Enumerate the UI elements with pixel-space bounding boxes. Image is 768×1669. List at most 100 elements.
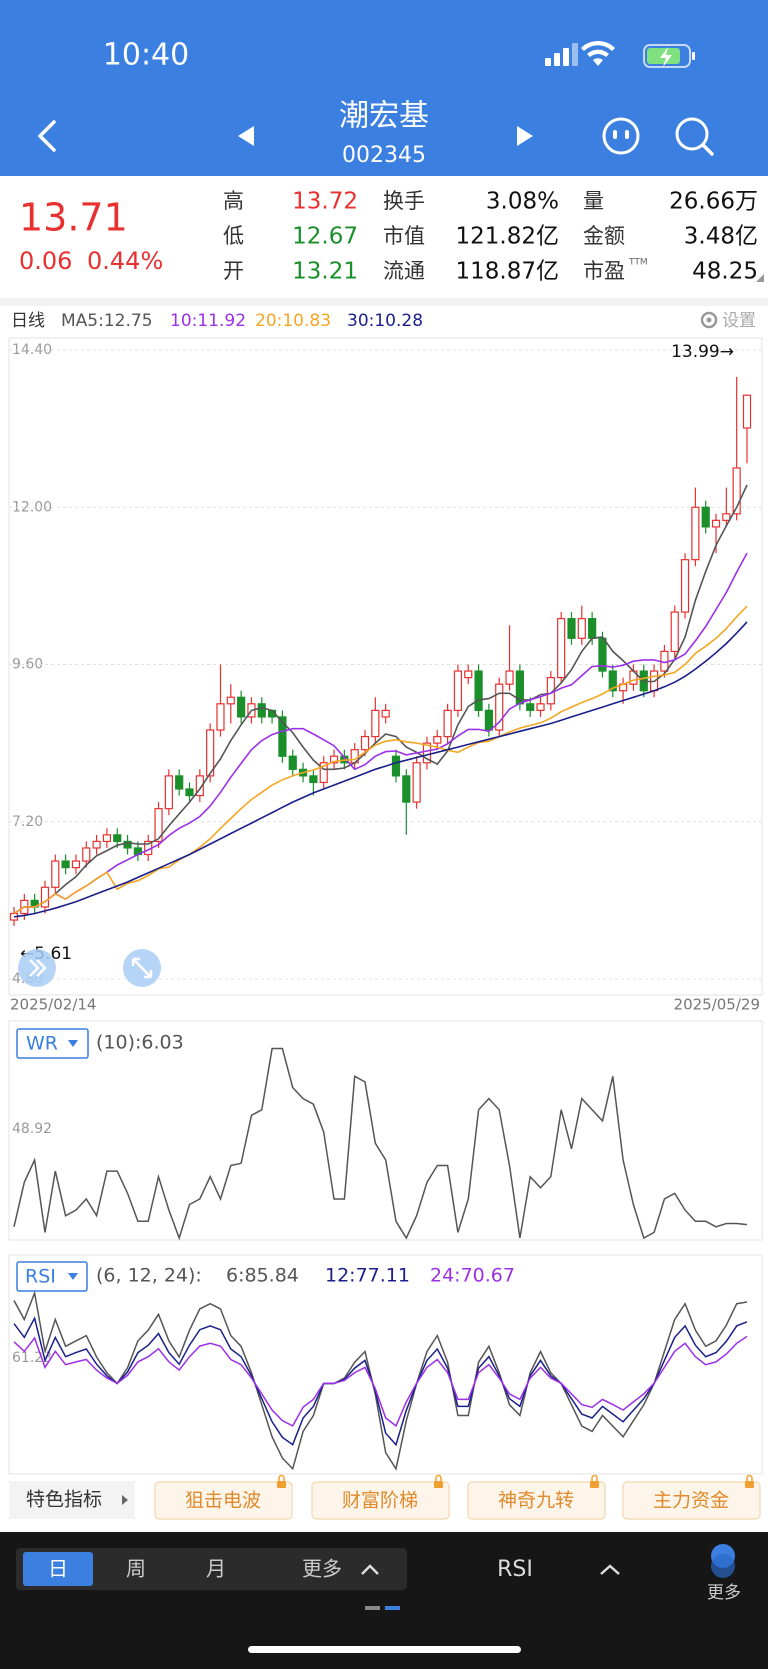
chat-button[interactable] (602, 117, 640, 155)
wr-selector[interactable]: WR (16, 1028, 89, 1059)
ma-line (13, 552, 748, 915)
candle-body (474, 670, 483, 711)
candle-body (588, 618, 597, 639)
ma-legend: 10:11.92 (170, 311, 246, 331)
indicator-button-label[interactable]: 狙击电波 (185, 1490, 261, 1512)
indicator-legend: 12:77.11 (325, 1265, 410, 1287)
candle-body (577, 618, 586, 639)
candle-body (691, 506, 700, 561)
candle-body (185, 788, 194, 797)
separator (0, 298, 768, 306)
more-label[interactable]: 更多 (707, 1583, 741, 1603)
candle-body (226, 696, 235, 705)
indicator-button-label[interactable]: 神奇九转 (498, 1490, 574, 1512)
header-bg (0, 0, 768, 176)
indicator-button[interactable] (311, 1481, 450, 1520)
home-indicator (248, 1646, 521, 1653)
candle-body (412, 762, 421, 803)
wr-pane (8, 1020, 763, 1241)
field-label: 量 (583, 189, 604, 213)
candle-body (257, 703, 266, 718)
price-change: 0.06 (19, 247, 72, 275)
next-stock[interactable] (517, 126, 533, 146)
period-expand[interactable] (361, 1564, 379, 1575)
indicator-legend: 6:85.84 (226, 1265, 299, 1287)
indicator-button[interactable] (467, 1481, 606, 1520)
ma-line (13, 605, 748, 915)
field-value: 13.21 (292, 259, 358, 285)
expand-button[interactable] (123, 949, 161, 987)
indicator-button-label[interactable]: 财富阶梯 (342, 1490, 418, 1512)
page-dot-active (385, 1606, 400, 1610)
period-tab[interactable]: 更多 (302, 1557, 342, 1581)
feature-indicator-tab[interactable]: 特色指标 (9, 1481, 135, 1519)
field-label: 开 (223, 259, 244, 283)
period-label: 日线 (11, 311, 45, 331)
ma-legend: MA5:12.75 (61, 311, 153, 331)
field-label: 流通 (383, 259, 425, 283)
wr-title[interactable]: WR (26, 1033, 58, 1055)
max-label: 13.99→ (671, 342, 734, 362)
candle-body (278, 716, 287, 757)
lock-icon (434, 1481, 443, 1488)
candle-body (216, 703, 225, 731)
indicator-button[interactable] (154, 1481, 293, 1520)
period-tab[interactable]: 周 (126, 1557, 146, 1581)
indicator-line (13, 1047, 748, 1241)
indicator-button[interactable] (622, 1481, 761, 1520)
candle-body (237, 696, 246, 718)
indicator-button-label[interactable]: 主力资金 (653, 1490, 729, 1512)
rsi-title[interactable]: RSI (25, 1266, 56, 1288)
lock-icon (590, 1481, 599, 1488)
candle-body (61, 860, 70, 869)
candle-body (722, 513, 731, 521)
rsi-legend: (6, 12, 24): (96, 1265, 202, 1287)
candle-body (175, 775, 184, 790)
corner-mark (756, 274, 764, 282)
candle-body (102, 834, 112, 843)
candle-body (495, 683, 504, 731)
scroll-button[interactable] (18, 949, 56, 987)
candle-body (51, 860, 60, 888)
indicator-buttons: 狙击电波 财富阶梯 神奇九转 主力资金 (154, 1474, 761, 1520)
period-tab[interactable]: 日 (48, 1557, 68, 1581)
candle-body (422, 742, 432, 764)
candle-body (402, 775, 411, 803)
rsi-selector[interactable]: RSI (16, 1261, 88, 1292)
settings-label[interactable]: 设置 (722, 311, 756, 331)
candle-body (443, 709, 452, 738)
settings-button[interactable]: 设置 (700, 311, 756, 331)
candle-body (71, 860, 81, 869)
feature-indicator-label[interactable]: 特色指标 (26, 1489, 102, 1511)
ma-legend: 20:10.83 (255, 311, 331, 331)
y-tick-label: 12.00 (12, 499, 52, 515)
indicator-switch[interactable]: RSI (497, 1557, 533, 1582)
lock-shackle (591, 1474, 598, 1481)
y-tick-label: 48.92 (12, 1121, 52, 1137)
search-button[interactable] (675, 117, 714, 156)
end-date: 2025/05/29 (674, 996, 760, 1014)
lock-icon (745, 1481, 754, 1488)
candle-body (113, 834, 122, 843)
candle-body (608, 670, 617, 692)
y-tick-label: 14.40 (12, 342, 52, 358)
indicator-expand[interactable] (600, 1564, 620, 1575)
lock-icon (277, 1481, 286, 1488)
clock: 10:40 (103, 38, 189, 73)
lock-shackle (278, 1474, 285, 1481)
candle-body (670, 611, 679, 652)
candle-body (195, 775, 204, 797)
more-button[interactable]: 更多 (707, 1544, 741, 1603)
back-button[interactable] (38, 120, 56, 152)
candle-body (680, 559, 690, 613)
candle-body (329, 755, 339, 764)
stock-code: 002345 (342, 143, 426, 168)
period-selector (16, 1548, 407, 1590)
candle-body (164, 775, 173, 810)
candle-body (371, 709, 380, 738)
prev-stock[interactable] (238, 126, 254, 146)
indicator-line (13, 1290, 748, 1471)
period-tab[interactable]: 月 (206, 1557, 226, 1581)
field-label: 高 (223, 189, 244, 213)
